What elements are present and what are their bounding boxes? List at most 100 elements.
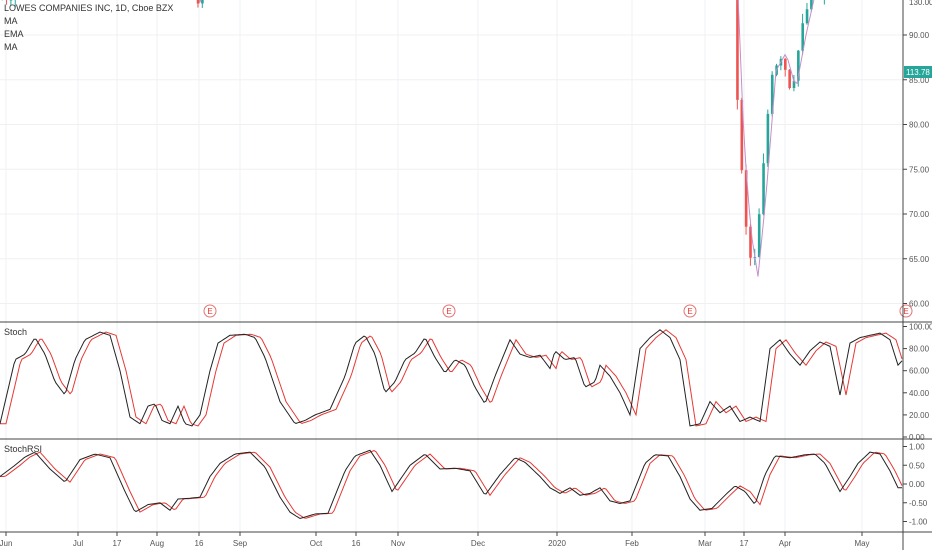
candle-up	[9, 0, 13, 6]
moving-averages	[199, 0, 815, 277]
price-tick-label: 70.00	[909, 210, 930, 219]
earnings-marker: E	[442, 304, 456, 318]
candle-up	[801, 13, 804, 55]
candle-down	[784, 57, 787, 77]
earnings-marker-label: E	[446, 307, 451, 316]
stoch-pane-label[interactable]: Stoch	[4, 327, 27, 337]
candle-body	[196, 0, 200, 4]
stochrsi-tick-label: 0.00	[909, 480, 925, 489]
earnings-marker: E	[203, 304, 217, 318]
stochrsi-axis[interactable]: 1.00 0.50 0.00 -0.50 -1.00	[903, 443, 928, 527]
stoch-d-line	[0, 329, 903, 427]
time-tick-label: Aug	[150, 539, 164, 548]
candle-up	[14, 0, 16, 8]
candle-down	[788, 69, 791, 90]
candle-down	[736, 0, 739, 110]
price-tick-label: 130.00	[909, 0, 932, 7]
time-tick-label: Feb	[625, 539, 639, 548]
indicator-label-ma-1[interactable]: MA	[4, 16, 18, 26]
candle-down	[744, 164, 748, 235]
earnings-marker-circle	[203, 304, 217, 318]
candle-body	[736, 0, 739, 100]
candle-up	[770, 71, 774, 117]
candle-body	[762, 163, 765, 215]
candle-body	[201, 0, 204, 4]
candle-up	[766, 109, 770, 168]
stoch-k-line	[0, 329, 903, 427]
earnings-marker-label: E	[903, 307, 908, 316]
price-tick-label: 80.00	[909, 121, 930, 130]
stoch-tick-label: 20.00	[909, 411, 930, 420]
candle-body	[810, 0, 813, 10]
time-tick-label: Dec	[471, 539, 485, 548]
indicator-label-ma-2[interactable]: MA	[4, 42, 18, 52]
candle-up	[757, 208, 761, 258]
candle-body	[740, 99, 744, 171]
stoch-tick-label: 80.00	[909, 345, 930, 354]
candle-up	[810, 0, 813, 12]
candle-body	[801, 23, 804, 51]
candle-up	[201, 0, 204, 8]
stochrsi-tick-label: -0.50	[909, 499, 928, 508]
candle-up	[823, 0, 825, 5]
candle-up	[762, 153, 765, 216]
stoch-tick-label: 40.00	[909, 389, 930, 398]
price-tick-label: 60.00	[909, 300, 930, 309]
candle-up	[797, 49, 800, 87]
time-tick-label: May	[854, 539, 869, 548]
stoch-lines	[0, 329, 903, 427]
candle-body	[784, 58, 787, 70]
candle-body	[744, 170, 748, 227]
indicator-label-ema[interactable]: EMA	[4, 29, 24, 39]
last-price-badge	[904, 66, 932, 78]
time-tick-label: Apr	[779, 539, 792, 548]
earnings-marker-circle	[683, 304, 697, 318]
ma-fast-line	[199, 0, 815, 277]
stoch-tick-label: 0.00	[909, 433, 925, 442]
stoch-tick-label: 60.00	[909, 367, 930, 376]
candle-body	[749, 226, 752, 258]
stoch-axis[interactable]: 100.00 80.00 60.00 40.00 20.00 0.00	[903, 323, 932, 443]
time-tick-label: 16	[352, 539, 361, 548]
candle-up	[805, 3, 809, 25]
time-tick-label: Jun	[0, 539, 12, 548]
stochrsi-lines	[0, 449, 903, 520]
time-axis[interactable]: Jun Jul 17 Aug 16 Sep Oct 16 Nov Dec 2020 Feb Mar 17 A…	[0, 532, 870, 548]
candle-body	[797, 50, 800, 81]
time-tick-label: 2020	[548, 539, 566, 548]
time-tick-label: Nov	[391, 539, 405, 548]
price-tick-label: 85.00	[909, 76, 930, 85]
candle-down	[196, 0, 200, 8]
stochrsi-pane-label[interactable]: StochRSI	[4, 444, 42, 454]
candle-down	[749, 223, 752, 266]
time-tick-label: 16	[195, 539, 204, 548]
time-tick-label: Jul	[73, 539, 83, 548]
candle-body	[766, 113, 770, 164]
stochrsi-tick-label: 1.00	[909, 443, 925, 452]
stochrsi-k-line	[0, 449, 902, 520]
candle-body	[757, 214, 761, 258]
price-tick-label: 75.00	[909, 165, 930, 174]
time-tick-label: Oct	[310, 539, 323, 548]
candle-down	[740, 97, 744, 174]
candle-body	[805, 9, 809, 24]
earnings-marker-label: E	[687, 307, 692, 316]
candle-body	[792, 80, 796, 88]
stochrsi-tick-label: 0.50	[909, 461, 925, 470]
earnings-marker: E	[683, 304, 697, 318]
candle-body	[788, 69, 791, 88]
stochrsi-tick-label: -1.00	[909, 518, 928, 527]
stoch-tick-label: 100.00	[909, 323, 932, 332]
chart-title: LOWES COMPANIES INC, 1D, Cboe BZX	[4, 3, 173, 13]
candle-down	[6, 0, 8, 5]
earnings-marker-circle	[442, 304, 456, 318]
time-tick-label: Mar	[698, 539, 712, 548]
candle-body	[770, 74, 774, 114]
earnings-marker-label: E	[207, 307, 212, 316]
last-price-value: 113.78	[906, 68, 930, 77]
price-candles	[1, 0, 825, 266]
price-axis[interactable]: 125.00120.00115.00110.00105.00100.0095.0…	[903, 0, 932, 309]
time-tick-label: 17	[113, 539, 122, 548]
